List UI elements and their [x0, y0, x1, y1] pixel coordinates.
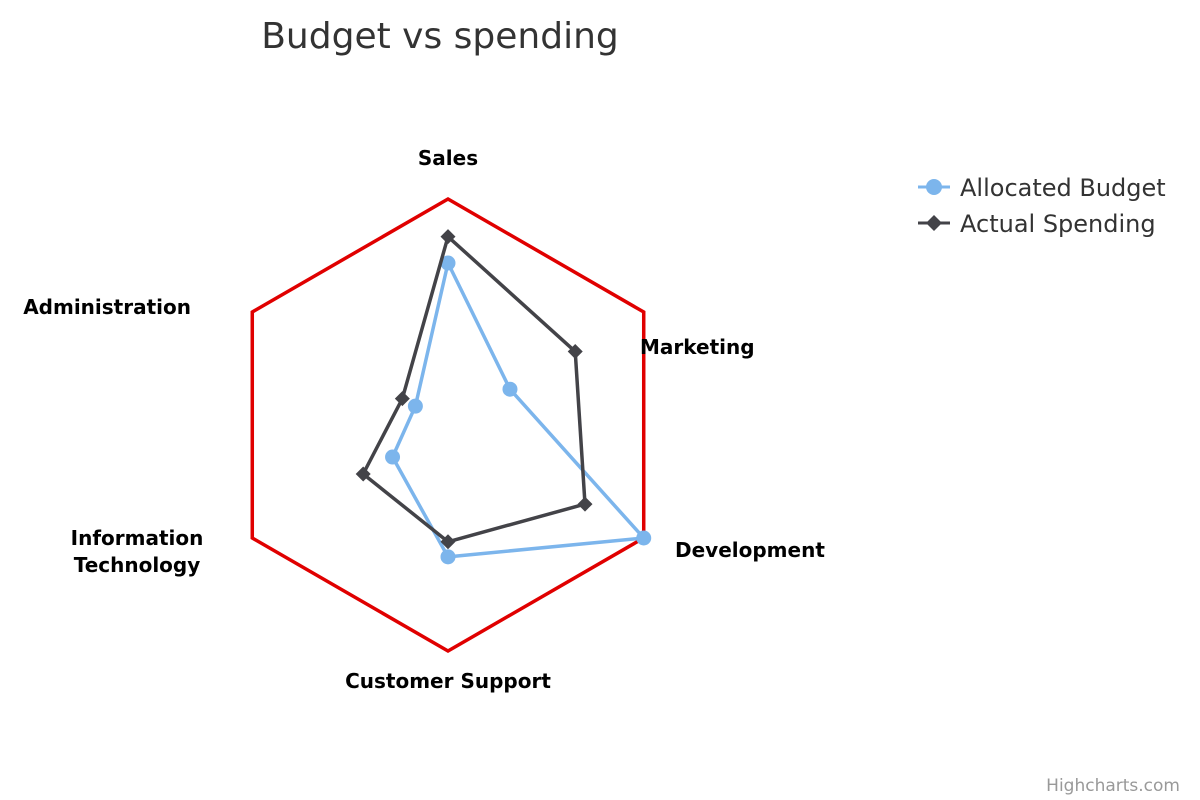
outer-grid-polygon: [250, 196, 646, 654]
data-point-actual-spending-development[interactable]: [577, 496, 593, 512]
data-point-actual-spending-customer-support[interactable]: [440, 534, 456, 550]
category-label-administration: Administration: [23, 295, 191, 319]
data-point-allocated-budget-customer-support[interactable]: [440, 549, 456, 565]
category-label-development: Development: [675, 538, 825, 562]
series-line-actual-spending: [361, 234, 587, 544]
legend-item-allocated-budget[interactable]: Allocated Budget: [918, 174, 1166, 202]
category-label-sales: Sales: [418, 146, 478, 170]
series-layer: [355, 229, 652, 565]
data-point-allocated-budget-marketing[interactable]: [502, 381, 518, 397]
legend-label-actual-spending: Actual Spending: [960, 210, 1156, 238]
chart-title: Budget vs spending: [261, 16, 619, 57]
series-line-allocated-budget: [390, 261, 646, 559]
data-point-actual-spending-information-technology[interactable]: [355, 466, 371, 482]
data-point-actual-spending-administration[interactable]: [394, 391, 410, 407]
category-label-marketing: Marketing: [640, 335, 755, 359]
data-point-allocated-budget-administration[interactable]: [407, 398, 423, 414]
credits-link[interactable]: Highcharts.com: [1046, 776, 1180, 796]
diamond-marker-icon: [926, 215, 942, 231]
data-point-actual-spending-sales[interactable]: [440, 229, 456, 245]
legend-label-allocated-budget: Allocated Budget: [960, 174, 1166, 202]
data-point-allocated-budget-development[interactable]: [636, 530, 652, 546]
category-label-customer-support: Customer Support: [345, 669, 551, 693]
category-labels: Sales Marketing Development Customer Suppor…: [23, 146, 825, 693]
legend-item-actual-spending[interactable]: Actual Spending: [918, 210, 1156, 238]
circle-marker-icon: [926, 179, 942, 195]
data-point-actual-spending-marketing[interactable]: [567, 344, 583, 360]
legend: Allocated Budget Actual Spending: [918, 174, 1166, 238]
data-point-allocated-budget-information-technology[interactable]: [385, 449, 401, 465]
series-allocated-budget[interactable]: [385, 255, 652, 565]
category-label-information-technology: Information Technology: [71, 526, 204, 577]
data-point-allocated-budget-sales[interactable]: [440, 255, 456, 271]
series-actual-spending[interactable]: [355, 229, 593, 550]
